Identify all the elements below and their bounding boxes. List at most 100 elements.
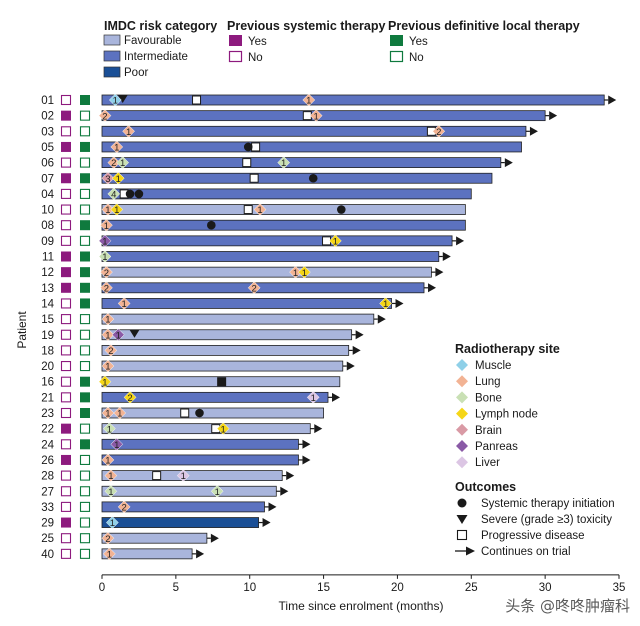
continues-arrow <box>529 126 538 136</box>
radiotherapy-marker <box>98 375 112 389</box>
prev-systemic-no-box <box>60 204 72 215</box>
prev-systemic-no-box <box>60 235 72 246</box>
radiotherapy-fraction-label: 2 <box>122 503 127 514</box>
radiotherapy-fraction-label: 1 <box>102 236 107 247</box>
patient-rows: 01 1 102 2 103 1 205 106 2 1 107 3 104 410 1 1 108 109 1 11… <box>41 93 617 561</box>
legend-label-toxicity: Severe (grade ≥3) toxicity <box>481 514 612 526</box>
radiotherapy-marker <box>101 531 115 545</box>
legend-swatch-prev-sys-yes <box>229 35 242 46</box>
prev-local-no-box <box>79 360 91 372</box>
radiotherapy-fraction-label: 1 <box>117 409 122 420</box>
prev-systemic-yes-box <box>61 110 71 121</box>
follow-up-bar <box>101 407 324 419</box>
radiotherapy-fraction-label: 3 <box>105 174 110 185</box>
radiotherapy-marker <box>117 297 131 310</box>
patient-row: 01 1 1 <box>41 93 617 107</box>
legend-swatch-prev-sys-no <box>228 50 243 63</box>
continues-arrow <box>302 439 311 449</box>
patient-row: 11 1 <box>42 250 451 264</box>
y-axis-label: Patient <box>15 311 29 349</box>
patient-id: 13 <box>41 283 54 295</box>
patient-id: 21 <box>41 392 54 404</box>
legend-pd-marker <box>456 529 468 541</box>
prev-local-no-box <box>79 314 91 325</box>
progressive-disease-marker <box>251 142 261 152</box>
patient-id: 24 <box>41 439 54 451</box>
radiotherapy-fraction-label: 1 <box>257 205 262 216</box>
radiotherapy-marker <box>122 124 135 138</box>
patient-id: 26 <box>41 455 54 467</box>
radiotherapy-marker <box>107 156 121 169</box>
radiotherapy-marker <box>432 124 446 138</box>
follow-up-bar <box>101 125 527 137</box>
systemic-therapy-marker <box>308 173 318 183</box>
patient-row: 21 2 1 <box>41 390 341 404</box>
radiotherapy-fraction-label: 2 <box>102 111 107 122</box>
prev-systemic-legend-title: Previous systemic therapy <box>227 19 385 33</box>
legend-label-pd: Progressive disease <box>481 530 585 542</box>
prev-systemic-no-box <box>60 376 72 387</box>
radiotherapy-marker <box>101 312 115 326</box>
patient-row: 08 1 <box>41 218 466 232</box>
prev-local-legend: Previous definitive local therapy Yes No <box>388 19 580 64</box>
patient-row: 07 3 1 <box>41 171 493 185</box>
legend-site-marker <box>456 440 468 452</box>
patient-row: 40 1 <box>41 547 205 561</box>
systemic-therapy-marker <box>195 408 204 418</box>
radiotherapy-fraction-label: 1 <box>122 299 127 310</box>
legend-swatch-favourable <box>103 34 121 46</box>
patient-row: 27 1 1 <box>41 484 289 498</box>
prev-systemic-no-box <box>60 94 72 106</box>
continues-arrow <box>302 455 311 465</box>
continues-arrow <box>435 267 444 277</box>
legend-site-marker <box>456 423 468 436</box>
radiotherapy-marker <box>107 187 121 201</box>
radiotherapy-fraction-label: 1 <box>105 330 110 341</box>
legend-site-label: Lung <box>475 376 501 388</box>
prev-systemic-no-box <box>60 486 72 497</box>
radiotherapy-marker <box>103 547 116 561</box>
radiotherapy-fraction-label: 1 <box>215 487 220 498</box>
patient-id: 07 <box>41 173 54 185</box>
radiotherapy-marker <box>110 437 124 451</box>
legend-site-label: Muscle <box>475 360 511 372</box>
follow-up-bar <box>101 298 392 309</box>
prev-local-no-box <box>79 204 91 215</box>
prev-local-legend-title: Previous definitive local therapy <box>388 19 580 33</box>
radiotherapy-marker <box>100 265 113 279</box>
prev-local-no-box <box>79 548 91 559</box>
patient-id: 20 <box>41 361 54 373</box>
follow-up-bar <box>101 110 546 122</box>
prev-systemic-yes-box <box>61 423 71 434</box>
radiotherapy-marker <box>111 328 125 342</box>
outcomes-legend: Outcomes Systemic therapy initiation Sev… <box>455 480 615 558</box>
progressive-disease-marker <box>152 471 162 481</box>
radiotherapy-fraction-label: 1 <box>314 111 319 122</box>
continues-arrow <box>262 518 271 528</box>
progressive-disease-marker <box>242 158 252 168</box>
radiotherapy-marker <box>247 281 261 295</box>
x-tick-label: 20 <box>391 582 404 594</box>
radiotherapy-marker <box>101 203 115 216</box>
patient-id: 33 <box>41 502 54 514</box>
systemic-therapy-marker <box>207 220 216 230</box>
radiotherapy-fraction-label: 2 <box>111 158 116 169</box>
radiotherapy-fraction-label: 1 <box>105 205 110 216</box>
patient-row: 23 1 1 <box>41 406 324 420</box>
patient-row: 04 4 <box>41 187 472 201</box>
follow-up-bar <box>101 360 344 372</box>
patient-id: 16 <box>41 377 54 389</box>
follow-up-bar <box>101 470 283 482</box>
progressive-disease-marker <box>180 408 190 418</box>
continues-arrow <box>280 486 289 496</box>
prev-systemic-yes-box <box>61 282 71 293</box>
radiotherapy-fraction-label: 4 <box>111 190 116 201</box>
patient-id: 15 <box>41 314 54 326</box>
follow-up-bar <box>101 251 440 262</box>
prev-local-no-box <box>79 235 91 246</box>
patient-id: 01 <box>41 95 54 107</box>
radiotherapy-fraction-label: 1 <box>311 393 316 404</box>
radiotherapy-fraction-label: 1 <box>114 440 119 451</box>
radiotherapy-fraction-label: 1 <box>104 221 109 232</box>
radiotherapy-marker <box>110 203 124 216</box>
